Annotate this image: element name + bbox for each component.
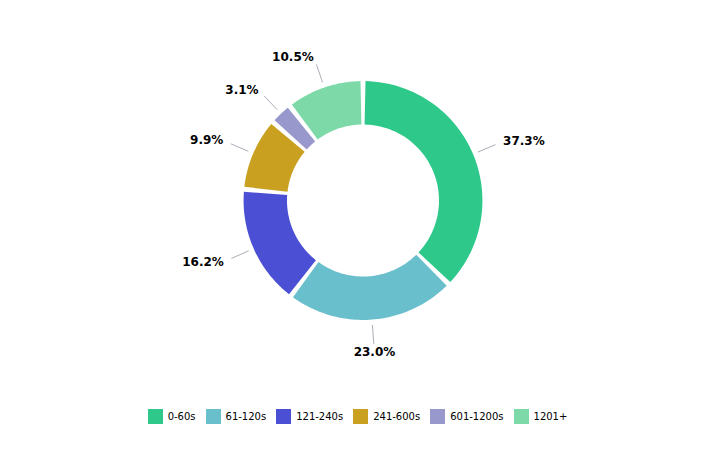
html-text:61-120s: 61-120s xyxy=(225,411,267,422)
svg-text:23.0%: 23.0% xyxy=(354,345,396,359)
html-text:1201+: 1201+ xyxy=(533,411,568,422)
html-text:0-60s: 0-60s xyxy=(167,411,196,422)
svg-text:9.9%: 9.9% xyxy=(190,133,223,147)
svg-text:16.2%: 16.2% xyxy=(182,255,224,269)
html-text:121-240s: 121-240s xyxy=(296,411,344,422)
html-text:601-1200s: 601-1200s xyxy=(450,411,504,422)
svg-text:10.5%: 10.5% xyxy=(272,50,314,64)
svg-text:37.3%: 37.3% xyxy=(503,134,545,148)
svg-text:3.1%: 3.1% xyxy=(225,83,258,97)
html-text:241-600s: 241-600s xyxy=(373,411,421,422)
